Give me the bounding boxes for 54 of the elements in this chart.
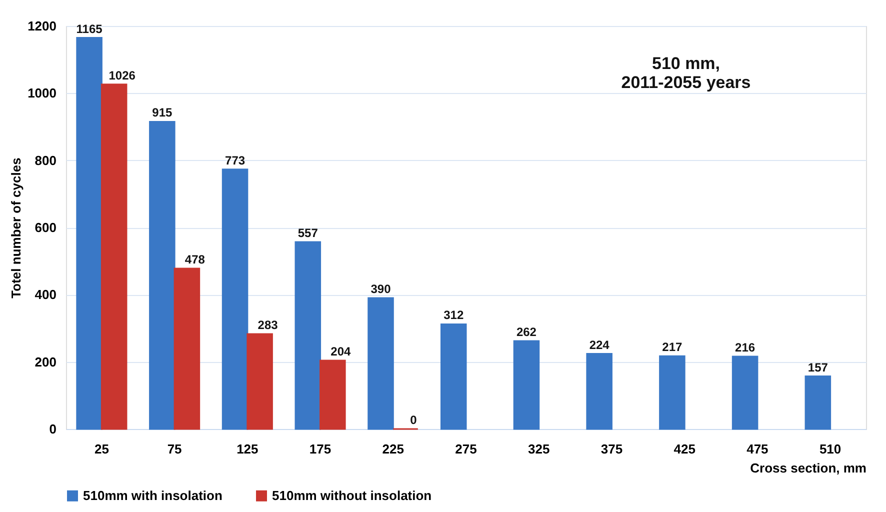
data-label: 216	[735, 340, 756, 354]
x-tick-label: 175	[309, 442, 332, 456]
bar	[586, 353, 612, 430]
y-tick-label: 400	[34, 287, 56, 302]
data-label: 1026	[108, 68, 136, 82]
bar	[100, 84, 128, 430]
x-axis-title: Cross section, mm	[750, 460, 866, 476]
legend-label: 510mm without insolation	[272, 488, 432, 503]
data-label: 915	[152, 106, 173, 120]
y-tick-label: 1200	[28, 18, 56, 34]
x-tick-label: 125	[236, 442, 258, 456]
x-tick-label: 75	[167, 442, 182, 456]
data-label: 390	[370, 282, 392, 296]
bar	[294, 241, 322, 430]
bar	[246, 333, 273, 430]
data-label: 773	[225, 153, 246, 168]
y-tick-label: 200	[34, 354, 56, 370]
x-tick-label: 475	[746, 442, 768, 456]
bar	[804, 376, 832, 430]
x-tick-label: 275	[455, 442, 477, 456]
bar	[76, 37, 102, 430]
bar	[732, 356, 758, 430]
x-tick-label: 510	[819, 442, 842, 456]
y-tick-label: 800	[34, 152, 56, 168]
x-tick-label: 225	[382, 442, 404, 456]
data-label: 0	[410, 413, 418, 427]
bar	[368, 297, 394, 430]
bar	[174, 268, 200, 430]
bar	[149, 120, 176, 430]
data-label: 557	[298, 226, 318, 240]
x-tick-label: 25	[94, 442, 109, 456]
legend-label: 510mm with insolation	[83, 488, 222, 503]
data-label: 312	[444, 308, 464, 322]
x-tick-label: 375	[600, 442, 623, 456]
bar	[513, 340, 540, 430]
data-label: 478	[184, 252, 206, 266]
y-tick-label: 1000	[28, 86, 56, 101]
bar	[320, 360, 346, 430]
data-label: 217	[662, 340, 683, 354]
x-tick-label: 425	[674, 442, 696, 456]
data-label: 283	[258, 318, 278, 332]
y-tick-label: 0	[49, 422, 56, 436]
y-tick-label: 600	[34, 220, 56, 235]
bar	[659, 355, 686, 430]
data-label: 157	[808, 360, 828, 374]
data-label: 262	[516, 325, 537, 340]
bar	[222, 168, 248, 430]
data-label: 1165	[76, 22, 103, 36]
data-label: 224	[589, 338, 610, 352]
x-tick-label: 325	[528, 442, 550, 456]
annotation: 510 mm, 2011-2055 years	[621, 54, 751, 92]
bar	[440, 323, 467, 430]
y-axis-title: Totel number of cycles	[8, 158, 24, 298]
data-label: 204	[330, 344, 351, 358]
